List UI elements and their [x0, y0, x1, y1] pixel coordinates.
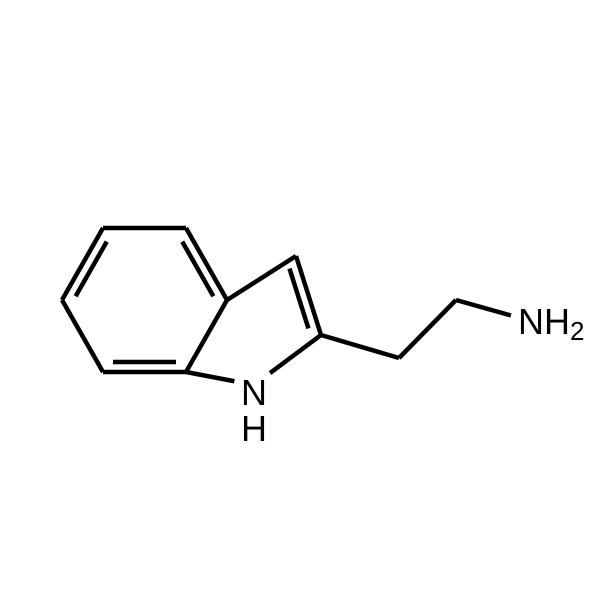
atom-label: NH	[241, 372, 267, 449]
bond	[321, 335, 399, 358]
bond	[186, 300, 227, 372]
bond	[227, 256, 296, 300]
molecule-diagram: NH NH2	[0, 0, 600, 600]
bond	[399, 300, 456, 358]
bond	[270, 335, 321, 373]
bond	[62, 300, 103, 372]
bond	[186, 228, 227, 300]
bond	[186, 372, 234, 381]
bond	[289, 269, 308, 329]
bond	[62, 228, 103, 300]
atom-label: NH2	[518, 301, 584, 346]
bond	[456, 300, 511, 315]
